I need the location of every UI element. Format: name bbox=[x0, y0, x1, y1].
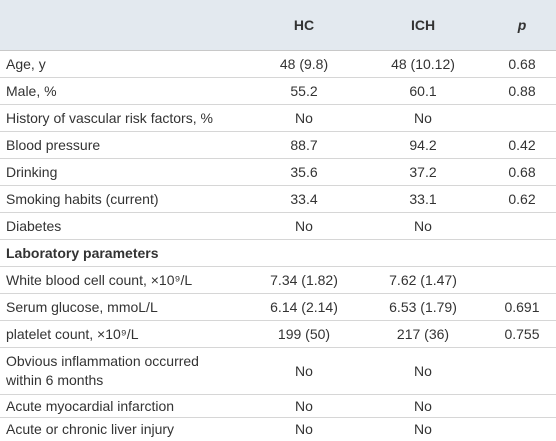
value-cell: 0.755 bbox=[488, 320, 556, 348]
value-cell: 60.1 bbox=[358, 77, 488, 105]
value-cell: 0.68 bbox=[488, 158, 556, 186]
table-row: Smoking habits (current) 33.4 33.1 0.62 bbox=[0, 185, 556, 213]
value-cell: 94.2 bbox=[358, 131, 488, 159]
value-cell bbox=[488, 394, 556, 418]
value-cell: 199 (50) bbox=[250, 320, 358, 348]
row-label: Blood pressure bbox=[0, 131, 250, 159]
value-cell: 35.6 bbox=[250, 158, 358, 186]
value-cell: 37.2 bbox=[358, 158, 488, 186]
row-label: White blood cell count, ×10⁹/L bbox=[0, 266, 250, 294]
value-cell: 88.7 bbox=[250, 131, 358, 159]
value-cell: No bbox=[358, 394, 488, 418]
value-cell: No bbox=[250, 212, 358, 240]
value-cell: No bbox=[295, 421, 313, 437]
value-cell: No bbox=[250, 394, 358, 418]
value-cell bbox=[488, 418, 556, 441]
header-row: HC ICH p bbox=[0, 0, 556, 51]
value-cell: 0.68 bbox=[488, 50, 556, 78]
header-cell: ICH bbox=[358, 0, 488, 51]
row-label: Serum glucose, mmoL/L bbox=[0, 293, 250, 321]
row-label: Drinking bbox=[0, 158, 250, 186]
value-cell: 0.62 bbox=[488, 185, 556, 213]
table-header: HC ICH p bbox=[0, 0, 556, 51]
row-label: Acute myocardial infarction bbox=[0, 394, 250, 418]
section-heading: Laboratory parameters bbox=[0, 239, 556, 267]
value-cell: No bbox=[358, 212, 488, 240]
row-label-text: Obvious inflammation occurred within 6 m… bbox=[6, 353, 199, 388]
table-row: Age, y 48 (9.8) 48 (10.12) 0.68 bbox=[0, 50, 556, 78]
header-cell bbox=[0, 0, 250, 51]
value-cell: 6.53 (1.79) bbox=[358, 293, 488, 321]
row-label: Acute or chronic liver injury bbox=[6, 421, 175, 437]
value-cell: No bbox=[250, 104, 358, 132]
table-row: Laboratory parameters bbox=[0, 239, 556, 267]
value-cell: 33.1 bbox=[358, 185, 488, 213]
value-cell: 48 (9.8) bbox=[250, 50, 358, 78]
value-cell: 6.14 (2.14) bbox=[250, 293, 358, 321]
value-cell: No bbox=[358, 347, 488, 395]
row-label: Obvious inflammation occurred within 6 m… bbox=[0, 347, 250, 395]
value-cell: 55.2 bbox=[250, 77, 358, 105]
value-cell bbox=[488, 347, 556, 395]
header-cell: p bbox=[488, 0, 556, 51]
value-cell: No bbox=[358, 104, 488, 132]
table-row: Obvious inflammation occurred within 6 m… bbox=[0, 347, 556, 395]
value-cell bbox=[488, 104, 556, 132]
value-cell: 217 (36) bbox=[358, 320, 488, 348]
table-row: Acute myocardial infarction No No bbox=[0, 394, 556, 418]
table-row: Drinking 35.6 37.2 0.68 bbox=[0, 158, 556, 186]
value-cell bbox=[488, 266, 556, 294]
row-label: platelet count, ×10⁹/L bbox=[0, 320, 250, 348]
value-cell: No bbox=[250, 347, 358, 395]
value-cell: 33.4 bbox=[250, 185, 358, 213]
value-cell: No bbox=[414, 421, 432, 437]
table-row: Serum glucose, mmoL/L 6.14 (2.14) 6.53 (1.… bbox=[0, 293, 556, 321]
table-body: Age, y 48 (9.8) 48 (10.12) 0.68 Male, % 55.2 6… bbox=[0, 50, 556, 441]
table-row: Blood pressure 88.7 94.2 0.42 bbox=[0, 131, 556, 159]
value-cell bbox=[488, 212, 556, 240]
header-cell: HC bbox=[250, 0, 358, 51]
table-row: History of vascular risk factors, % No No bbox=[0, 104, 556, 132]
row-label: Age, y bbox=[0, 50, 250, 78]
table-row: White blood cell count, ×10⁹/L 7.34 (1.82… bbox=[0, 266, 556, 294]
row-label: History of vascular risk factors, % bbox=[0, 104, 250, 132]
table-row: Acute or chronic liver injury No No bbox=[0, 418, 556, 441]
value-cell: 7.34 (1.82) bbox=[250, 266, 358, 294]
row-label: Male, % bbox=[0, 77, 250, 105]
value-cell: 0.691 bbox=[488, 293, 556, 321]
table-row: platelet count, ×10⁹/L 199 (50) 217 (36) 0.… bbox=[0, 320, 556, 348]
value-cell: 0.42 bbox=[488, 131, 556, 159]
row-label: Diabetes bbox=[0, 212, 250, 240]
table-row: Diabetes No No bbox=[0, 212, 556, 240]
value-cell: 0.88 bbox=[488, 77, 556, 105]
value-cell: 7.62 (1.47) bbox=[358, 266, 488, 294]
table-row: Male, % 55.2 60.1 0.88 bbox=[0, 77, 556, 105]
row-label: Smoking habits (current) bbox=[0, 185, 250, 213]
value-cell: 48 (10.12) bbox=[358, 50, 488, 78]
